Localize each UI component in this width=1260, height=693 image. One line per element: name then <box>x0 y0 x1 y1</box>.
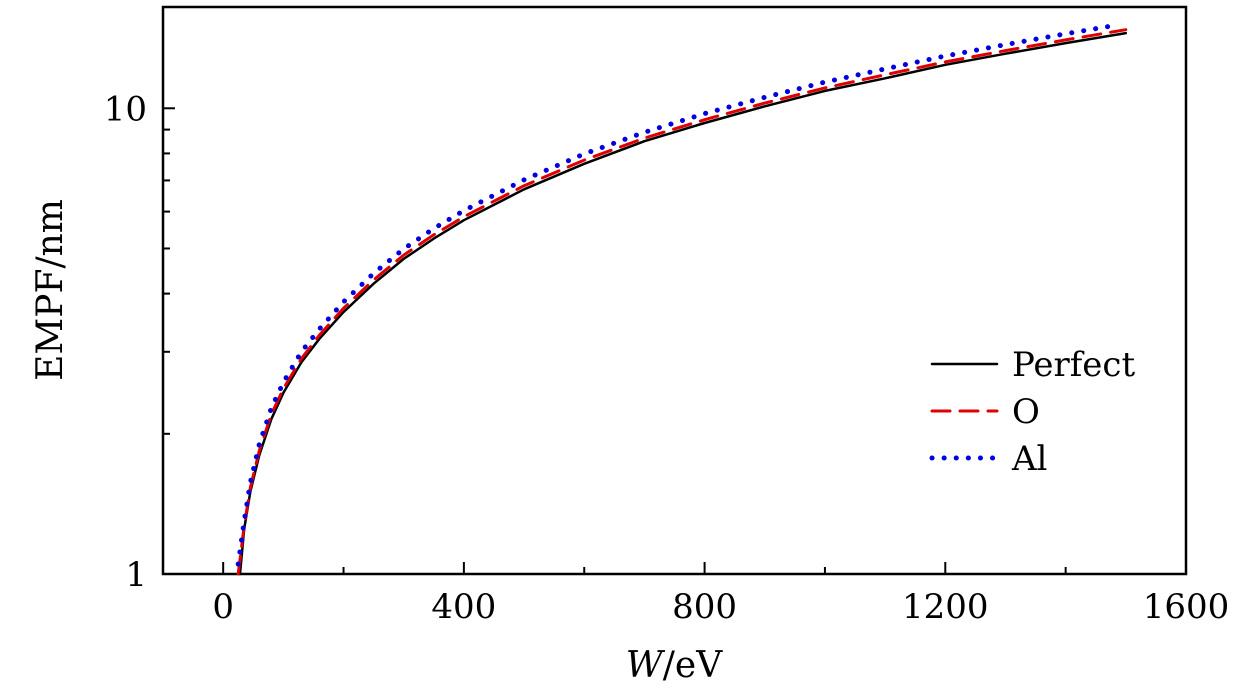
x-tick-label: 0 <box>212 587 234 627</box>
x-tick-label: 1200 <box>902 587 989 627</box>
x-tick-label: 400 <box>431 587 496 627</box>
y-tick-label: 1 <box>125 555 147 595</box>
plot-frame <box>161 5 1188 576</box>
legend-label: Perfect <box>1012 345 1135 385</box>
axis-ticks <box>163 107 1187 575</box>
legend-label: O <box>1012 392 1040 432</box>
series-line-o <box>236 28 1128 576</box>
y-axis-title: EMPF/nm <box>30 199 71 381</box>
series-lines <box>235 23 1128 576</box>
x-axis-title: W/eV <box>626 645 723 686</box>
legend: Perfect O Al <box>929 345 1135 479</box>
x-tick-label: 800 <box>672 587 737 627</box>
x-tick-label: 1600 <box>1143 587 1230 627</box>
series-line-perfect <box>238 31 1128 576</box>
series-line-al <box>235 23 1117 567</box>
tick-labels: 0 400 800 1200 1600 1 10 <box>104 89 1230 627</box>
x-axis-unit: /eV <box>663 645 723 686</box>
legend-label: Al <box>1011 439 1047 479</box>
x-axis-variable: W <box>626 645 666 686</box>
y-tick-label: 10 <box>104 89 147 129</box>
